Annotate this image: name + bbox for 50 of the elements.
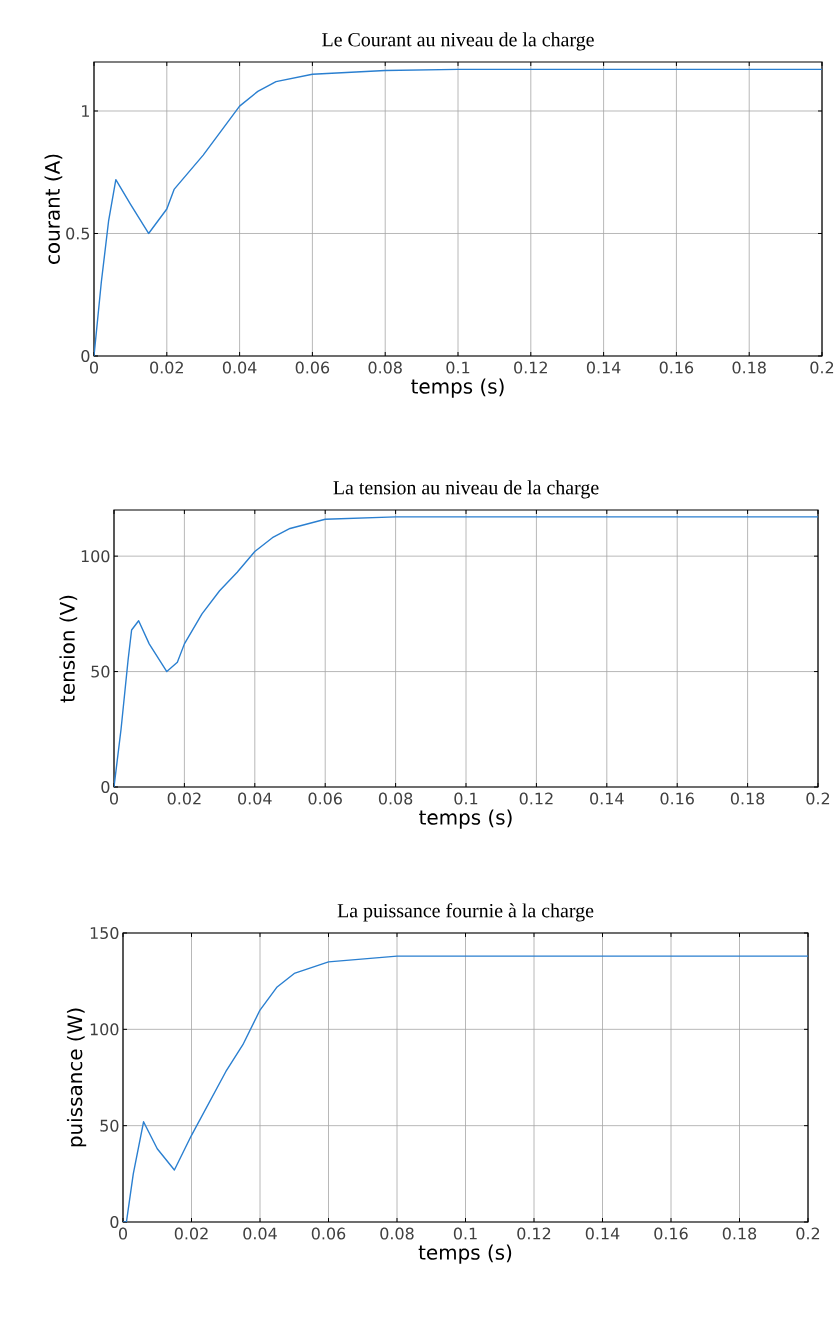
x-tick-label: 0.1 — [454, 792, 478, 805]
x-tick-label: 0.16 — [660, 792, 694, 805]
x-tick-label: 0.18 — [722, 1227, 757, 1240]
x-axis-title: temps (s) — [419, 809, 512, 829]
x-tick-label: 0.08 — [368, 361, 402, 374]
y-axis-title: tension (V) — [59, 595, 78, 703]
x-tick-label: 0.1 — [446, 361, 470, 374]
x-tick-label: 0.06 — [308, 792, 342, 805]
x-tick-label: 0.16 — [654, 1227, 688, 1240]
y-tick-label: 0 — [81, 349, 90, 363]
x-tick-label: 0.18 — [732, 361, 766, 374]
y-axis-title: courant (A) — [44, 154, 63, 264]
x-tick-label: 0.02 — [167, 792, 201, 805]
x-tick-label: 0.1 — [453, 1227, 477, 1240]
x-tick-label: 0.2 — [806, 792, 830, 805]
x-tick-label: 0.18 — [730, 792, 765, 805]
x-tick-label: 0.2 — [796, 1227, 820, 1240]
x-tick-label: 0.12 — [517, 1227, 551, 1240]
chart-title: La tension au niveau de la charge — [333, 480, 599, 499]
x-tick-label: 0.14 — [590, 792, 624, 805]
y-tick-label: 0 — [101, 780, 110, 794]
x-axis-title: temps (s) — [418, 1244, 512, 1264]
x-tick-label: 0.2 — [810, 361, 834, 374]
y-tick-label: 50 — [100, 1119, 119, 1132]
x-tick-label: 0.02 — [150, 361, 183, 374]
x-tick-label: 0.16 — [659, 361, 694, 374]
chart-title: Le Courant au niveau de la charge — [322, 32, 594, 51]
y-tick-label: 0.5 — [66, 227, 90, 240]
y-tick-label: 50 — [91, 665, 110, 678]
x-tick-label: 0.02 — [174, 1227, 208, 1240]
x-tick-label: 0.12 — [519, 792, 553, 805]
x-tick-label: 0.08 — [380, 1227, 414, 1240]
x-tick-label: 0.04 — [238, 792, 272, 805]
x-tick-label: 0.04 — [222, 361, 257, 374]
x-tick-label: 0.08 — [378, 792, 413, 805]
y-tick-label: 0 — [110, 1215, 119, 1229]
y-tick-label: 100 — [90, 1023, 119, 1036]
y-tick-label: 1 — [82, 105, 90, 117]
x-tick-label: 0.14 — [585, 1227, 620, 1240]
y-tick-label: 150 — [90, 926, 119, 940]
x-tick-label: 0 — [118, 1227, 128, 1240]
x-tick-label: 0.04 — [243, 1227, 277, 1240]
x-axis-title: temps (s) — [411, 378, 504, 398]
y-tick-label: 100 — [81, 550, 110, 563]
x-tick-label: 0.06 — [295, 361, 330, 374]
x-tick-label: 0.12 — [514, 361, 547, 374]
chart-title: La puissance fournie à la charge — [337, 903, 594, 922]
x-tick-label: 0.14 — [586, 361, 621, 374]
y-axis-title: puissance (W) — [66, 1008, 87, 1147]
x-tick-label: 0.06 — [311, 1227, 346, 1240]
